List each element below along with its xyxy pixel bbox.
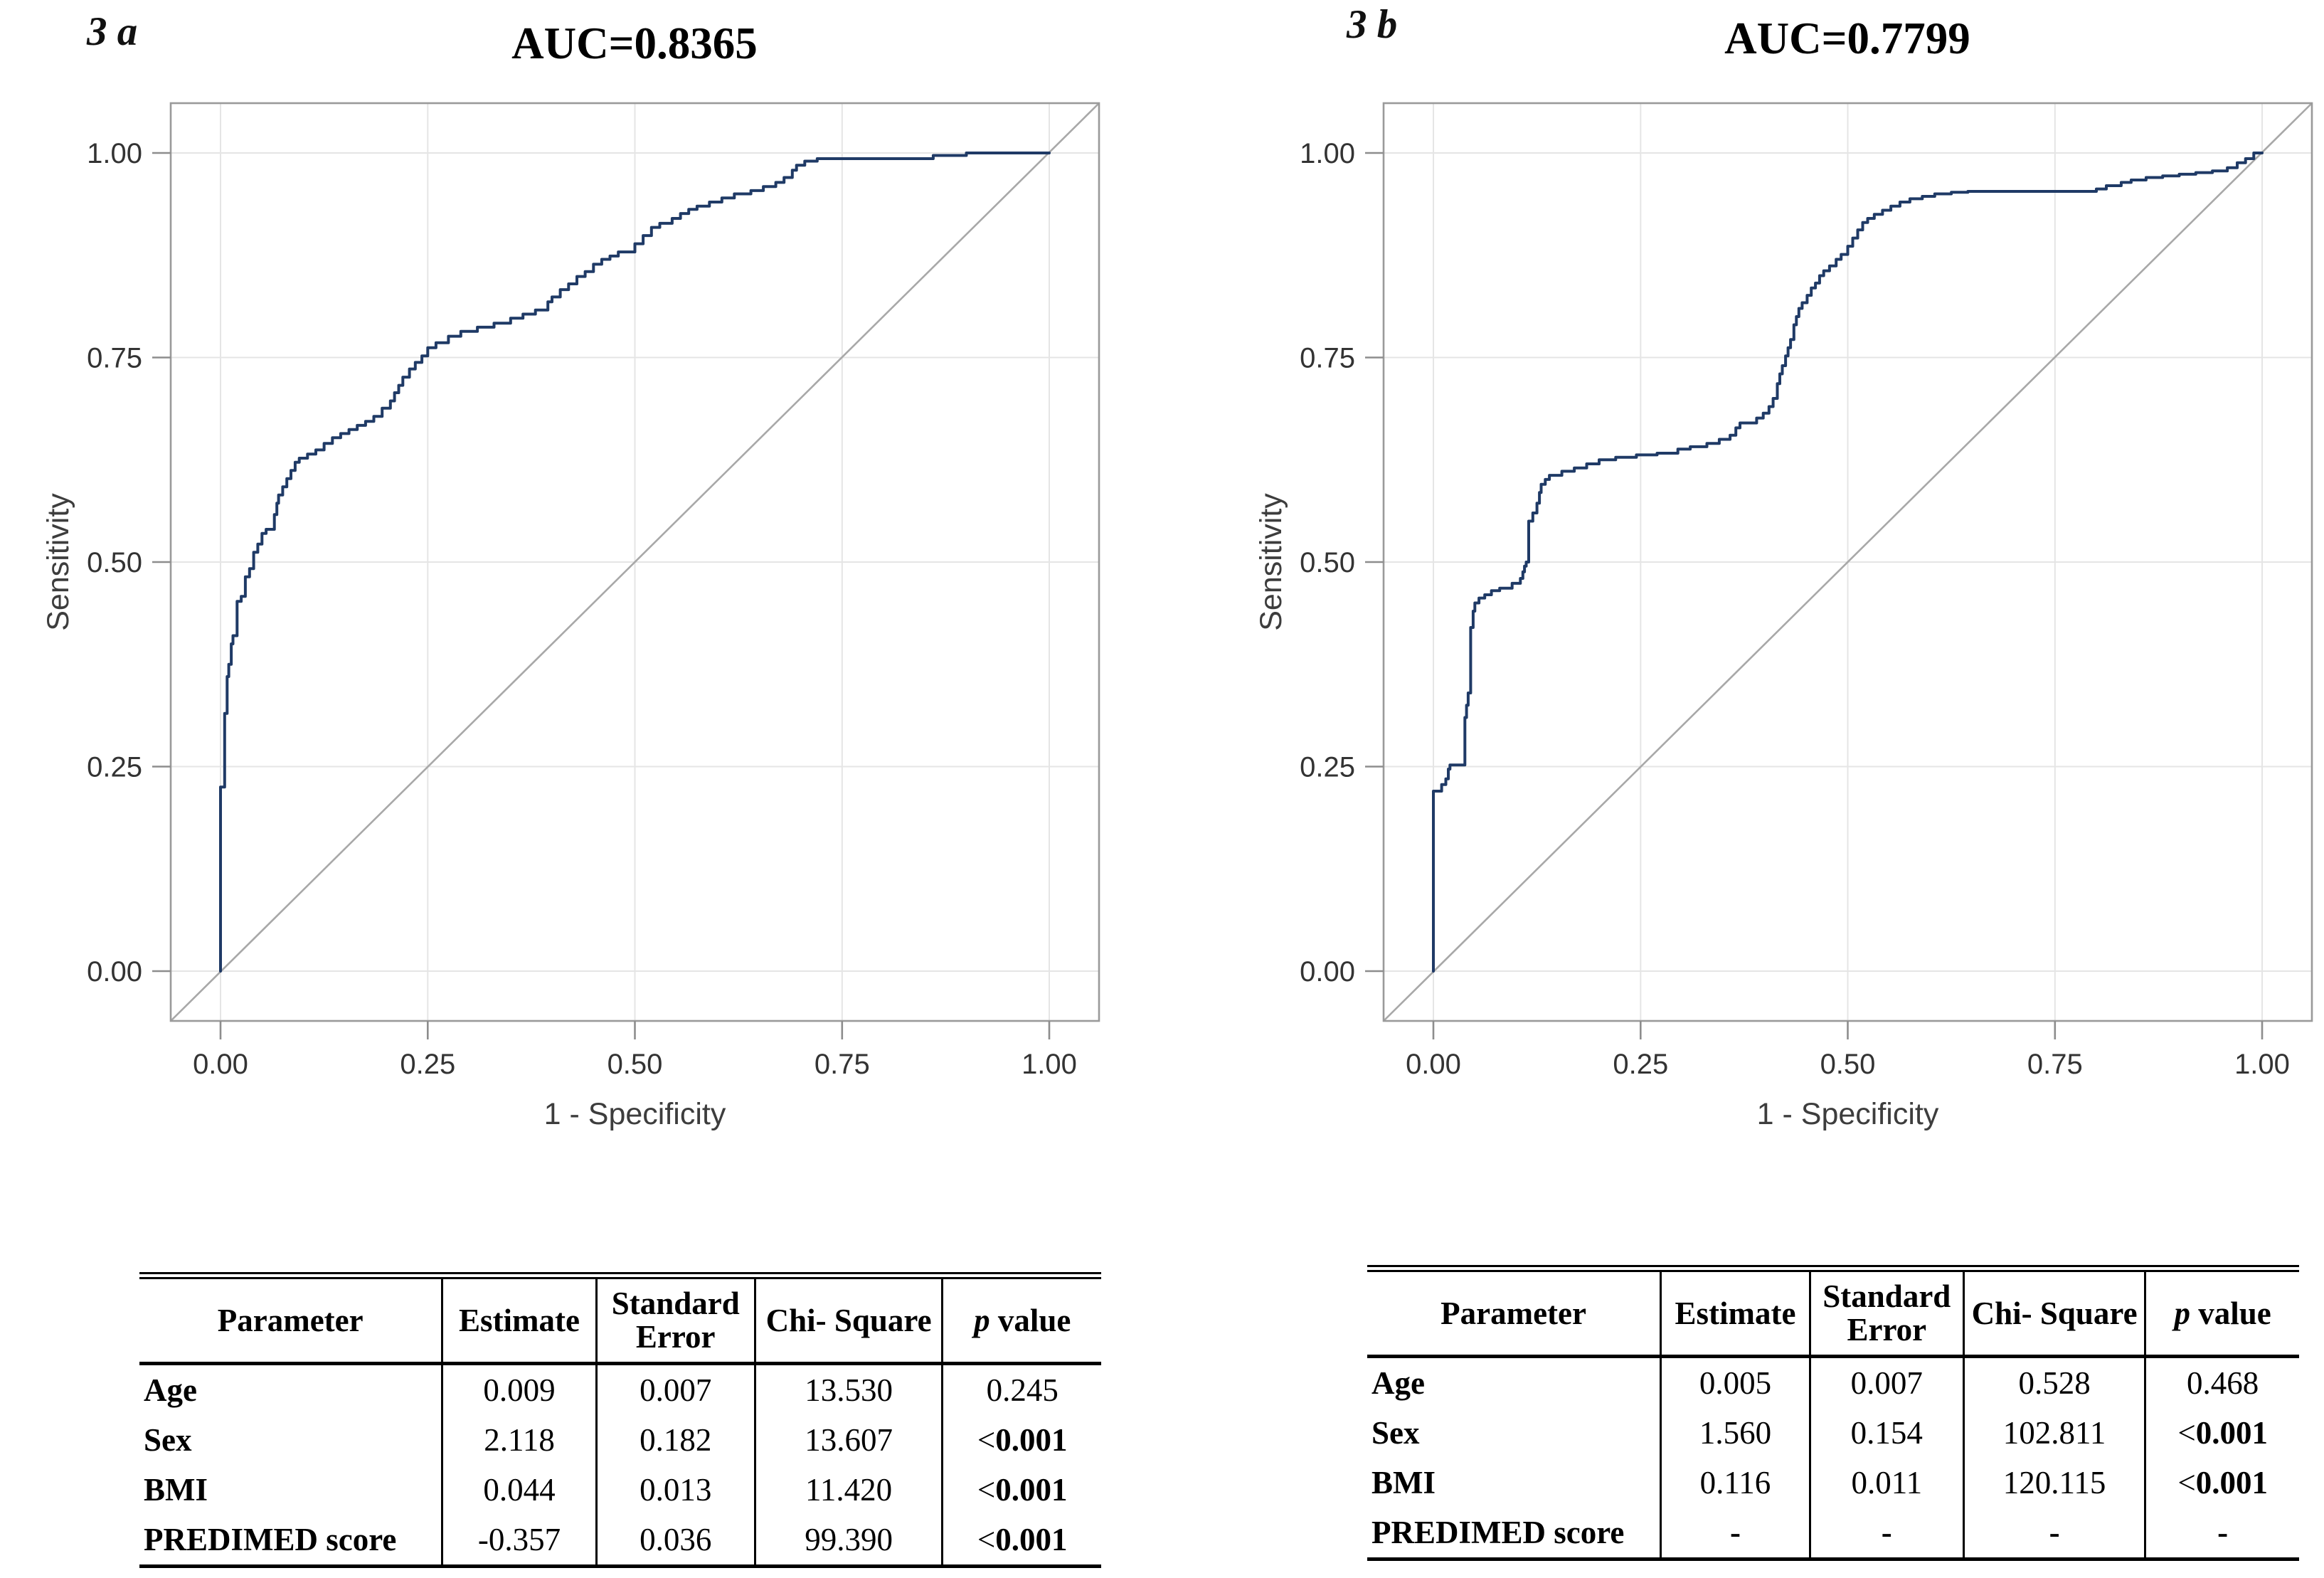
column-header-chi-square: Chi- Square bbox=[753, 1276, 943, 1365]
svg-text:0.00: 0.00 bbox=[1300, 956, 1355, 987]
table-cell: 1.560 bbox=[1660, 1408, 1810, 1458]
table-cell: 13.530 bbox=[753, 1363, 943, 1415]
row-label: Age bbox=[144, 1372, 197, 1408]
table-cell: 0.245 bbox=[941, 1363, 1101, 1415]
svg-text:Sensitivity: Sensitivity bbox=[1254, 493, 1288, 631]
svg-text:Sensitivity: Sensitivity bbox=[41, 493, 75, 631]
table-cell: 0.528 bbox=[1962, 1356, 2145, 1408]
row-label: BMI bbox=[1371, 1465, 1436, 1500]
table-cell: <0.001 bbox=[941, 1415, 1101, 1465]
svg-text:0.75: 0.75 bbox=[815, 1049, 870, 1080]
table-cell: - bbox=[2144, 1508, 2299, 1560]
table-cell: 0.154 bbox=[1808, 1408, 1964, 1458]
row-label: BMI bbox=[144, 1472, 208, 1508]
table-cell: 2.118 bbox=[441, 1415, 597, 1465]
table-cell: 0.011 bbox=[1808, 1458, 1964, 1508]
roc-chart-3b: 0.00 0.25 0.50 0.75 1.00 0.00 0.25 0.50 0.75 1.00… bbox=[1254, 102, 2313, 1131]
table-cell: 0.036 bbox=[595, 1515, 755, 1567]
column-header-estimate: Estimate bbox=[1660, 1269, 1810, 1358]
svg-text:0.50: 0.50 bbox=[87, 547, 142, 578]
svg-text:1 - Specificity: 1 - Specificity bbox=[544, 1097, 726, 1131]
column-header-p-value: p value bbox=[2144, 1269, 2299, 1358]
table-cell: - bbox=[1962, 1508, 2145, 1560]
svg-text:0.50: 0.50 bbox=[1300, 547, 1355, 578]
table-cell: 0.044 bbox=[441, 1465, 597, 1515]
svg-text:0.25: 0.25 bbox=[1613, 1049, 1668, 1080]
column-header-standard-error: Standard Error bbox=[1808, 1269, 1964, 1358]
panel-label-3b: 3 b bbox=[1347, 2, 1398, 47]
roc-chart-3a: 0.00 0.25 0.50 0.75 1.00 0.00 0.25 0.50 0.75 1.00… bbox=[41, 102, 1100, 1131]
svg-text:1 - Specificity: 1 - Specificity bbox=[1757, 1097, 1939, 1131]
table-cell: 0.009 bbox=[441, 1363, 597, 1415]
svg-text:0.25: 0.25 bbox=[87, 752, 142, 783]
svg-text:0.25: 0.25 bbox=[1300, 752, 1355, 783]
svg-text:1.00: 1.00 bbox=[1300, 138, 1355, 169]
table-cell: - bbox=[1808, 1508, 1964, 1560]
table-cell: 0.468 bbox=[2144, 1356, 2299, 1408]
table-cell: 0.007 bbox=[1808, 1356, 1964, 1408]
table-row: PREDIMED score -0.357 0.036 99.390 <0.00… bbox=[139, 1515, 1101, 1567]
coefficients-table-a: Parameter Estimate Standard Error Chi- S… bbox=[139, 1272, 1101, 1568]
table-cell: 0.013 bbox=[595, 1465, 755, 1515]
row-label: Sex bbox=[1371, 1415, 1420, 1451]
table-row: BMI 0.116 0.011 120.115 <0.001 bbox=[1367, 1458, 2299, 1508]
table-cell: <0.001 bbox=[941, 1465, 1101, 1515]
svg-text:0.25: 0.25 bbox=[400, 1049, 455, 1080]
table-cell: 0.005 bbox=[1660, 1356, 1810, 1408]
column-header-standard-error: Standard Error bbox=[595, 1276, 755, 1365]
row-label: PREDIMED score bbox=[144, 1522, 397, 1557]
column-header-parameter: Parameter bbox=[1367, 1269, 1661, 1358]
svg-text:0.50: 0.50 bbox=[1820, 1049, 1876, 1080]
table-cell: -0.357 bbox=[441, 1515, 597, 1567]
column-header-estimate: Estimate bbox=[441, 1276, 597, 1365]
svg-text:0.75: 0.75 bbox=[1300, 343, 1355, 374]
panel-label-3a: 3 a bbox=[87, 9, 138, 54]
table-row: PREDIMED score - - - - bbox=[1367, 1508, 2299, 1560]
column-header-parameter: Parameter bbox=[139, 1276, 442, 1365]
svg-text:0.00: 0.00 bbox=[87, 956, 142, 987]
table-cell: <0.001 bbox=[2144, 1458, 2299, 1508]
coefficients-table-b: Parameter Estimate Standard Error Chi- S… bbox=[1367, 1265, 2299, 1561]
table-row: Sex 2.118 0.182 13.607 <0.001 bbox=[139, 1415, 1101, 1465]
row-label: Age bbox=[1371, 1365, 1425, 1401]
svg-text:0.50: 0.50 bbox=[607, 1049, 663, 1080]
column-header-p-value: p value bbox=[941, 1276, 1101, 1365]
svg-text:1.00: 1.00 bbox=[87, 138, 142, 169]
table-row: Age 0.005 0.007 0.528 0.468 bbox=[1367, 1356, 2299, 1408]
table-cell: <0.001 bbox=[941, 1515, 1101, 1567]
svg-text:1.00: 1.00 bbox=[2234, 1049, 2290, 1080]
column-header-chi-square: Chi- Square bbox=[1962, 1269, 2145, 1358]
svg-text:0.75: 0.75 bbox=[87, 343, 142, 374]
table-cell: 0.182 bbox=[595, 1415, 755, 1465]
table-row: BMI 0.044 0.013 11.420 <0.001 bbox=[139, 1465, 1101, 1515]
table-row: Age 0.009 0.007 13.530 0.245 bbox=[139, 1363, 1101, 1415]
table-cell: 99.390 bbox=[753, 1515, 943, 1567]
svg-text:0.75: 0.75 bbox=[2027, 1049, 2083, 1080]
table-cell: 120.115 bbox=[1962, 1458, 2145, 1508]
table-cell: - bbox=[1660, 1508, 1810, 1560]
table-cell: 0.007 bbox=[595, 1363, 755, 1415]
table-header-row: Parameter Estimate Standard Error Chi- S… bbox=[139, 1276, 1101, 1365]
svg-text:0.00: 0.00 bbox=[193, 1049, 248, 1080]
table-row: Sex 1.560 0.154 102.811 <0.001 bbox=[1367, 1408, 2299, 1458]
row-label: PREDIMED score bbox=[1371, 1515, 1625, 1550]
table-header-row: Parameter Estimate Standard Error Chi- S… bbox=[1367, 1269, 2299, 1358]
svg-text:1.00: 1.00 bbox=[1022, 1049, 1077, 1080]
svg-text:0.00: 0.00 bbox=[1406, 1049, 1461, 1080]
figure-title-3b: AUC=0.7799 bbox=[1724, 14, 1970, 63]
row-label: Sex bbox=[144, 1422, 192, 1458]
table-cell: 0.116 bbox=[1660, 1458, 1810, 1508]
table-cell: <0.001 bbox=[2144, 1408, 2299, 1458]
table-cell: 102.811 bbox=[1962, 1408, 2145, 1458]
table-cell: 11.420 bbox=[753, 1465, 943, 1515]
figure-title-3a: AUC=0.8365 bbox=[511, 18, 758, 68]
table-cell: 13.607 bbox=[753, 1415, 943, 1465]
